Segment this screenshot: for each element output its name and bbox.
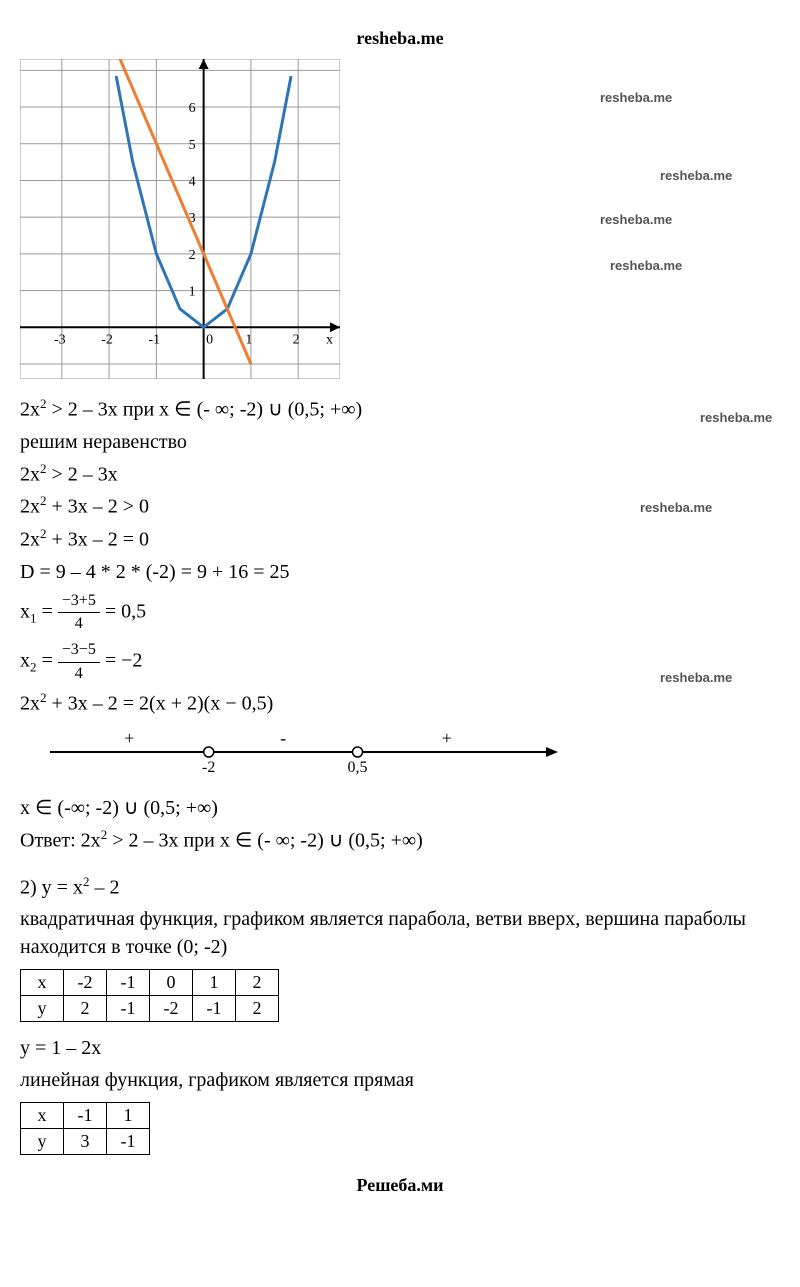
svg-text:2: 2 — [189, 248, 196, 263]
text: 2x — [20, 529, 40, 551]
text-line: линейная функция, графиком является прям… — [20, 1066, 780, 1094]
root-x1: x1 = −3+5 4 = 0,5 — [20, 590, 780, 636]
var: x — [20, 650, 30, 672]
table-cell: -1 — [193, 996, 236, 1022]
text-line: квадратичная функция, графиком является … — [20, 905, 780, 961]
table-cell: 0 — [150, 970, 193, 996]
svg-text:+: + — [442, 728, 452, 748]
text: 2) y = x — [20, 876, 83, 898]
result: = −2 — [105, 650, 143, 672]
text: 2x — [20, 496, 40, 518]
table-cell: -1 — [107, 1129, 150, 1155]
text: + 3x – 2 = 0 — [47, 529, 150, 551]
svg-text:-2: -2 — [101, 332, 113, 347]
denominator: 4 — [58, 663, 100, 685]
sign-numberline: -2 0,5 + - + — [40, 728, 760, 784]
eq: = — [37, 650, 58, 672]
function-chart: -3-2-1012123456x — [20, 59, 780, 385]
text: + 3x – 2 > 0 — [47, 496, 150, 518]
table-cell: x — [21, 1103, 64, 1129]
text: 2x — [20, 693, 40, 715]
linear-function: y = 1 – 2x — [20, 1034, 780, 1062]
svg-text:-1: -1 — [149, 332, 161, 347]
svg-text:x: x — [326, 332, 333, 347]
table-cell: 2 — [236, 970, 279, 996]
table-cell: -2 — [64, 970, 107, 996]
svg-text:2: 2 — [293, 332, 300, 347]
svg-text:+: + — [124, 728, 134, 748]
problem-2: 2) y = x2 – 2 — [20, 873, 780, 902]
table-cell: -1 — [107, 996, 150, 1022]
discriminant-line: D = 9 – 4 * 2 * (-2) = 9 + 16 = 25 — [20, 558, 780, 586]
text: – 2 — [89, 876, 119, 898]
svg-text:-: - — [280, 728, 286, 748]
svg-text:1: 1 — [189, 285, 196, 300]
table-cell: -1 — [107, 970, 150, 996]
table-cell: -2 — [150, 996, 193, 1022]
svg-text:1: 1 — [245, 332, 252, 347]
text: Ответ: 2x — [20, 830, 101, 852]
numerator: −3+5 — [58, 590, 100, 613]
denominator: 4 — [58, 613, 100, 635]
factored-line: 2x2 + 3x – 2 = 2(x + 2)(x − 0,5) — [20, 689, 780, 718]
result: = 0,5 — [105, 600, 146, 622]
page-header: resheba.me — [20, 28, 780, 49]
table-cell: y — [21, 996, 64, 1022]
table-cell: 3 — [64, 1129, 107, 1155]
values-table-2: x-11y3-1 — [20, 1102, 150, 1155]
root-x2: x2 = −3−5 4 = −2 — [20, 639, 780, 685]
values-table-1: x-2-1012y2-1-2-12 — [20, 969, 279, 1022]
fraction: −3+5 4 — [58, 590, 100, 636]
text: 2x — [20, 463, 40, 485]
table-cell: x — [21, 970, 64, 996]
svg-text:0: 0 — [206, 332, 213, 347]
text-line: решим неравенство — [20, 428, 780, 456]
table-cell: 1 — [107, 1103, 150, 1129]
table-cell: 2 — [236, 996, 279, 1022]
numerator: −3−5 — [58, 639, 100, 662]
text: > 2 – 3x при x ∈ (- ∞; -2) ∪ (0,5; +∞) — [47, 399, 363, 421]
svg-text:-3: -3 — [54, 332, 66, 347]
svg-text:6: 6 — [189, 101, 196, 116]
text: 2x — [20, 399, 40, 421]
inequality-line: 2x2 + 3x – 2 > 0 — [20, 492, 780, 521]
inequality-statement: 2x2 > 2 – 3x при x ∈ (- ∞; -2) ∪ (0,5; +… — [20, 395, 780, 424]
table-cell: y — [21, 1129, 64, 1155]
svg-text:5: 5 — [189, 138, 196, 153]
table-cell: -1 — [64, 1103, 107, 1129]
answer-line: Ответ: 2x2 > 2 – 3x при x ∈ (- ∞; -2) ∪ … — [20, 826, 780, 855]
text: + 3x – 2 = 2(x + 2)(x − 0,5) — [47, 693, 274, 715]
text: > 2 – 3x при x ∈ (- ∞; -2) ∪ (0,5; +∞) — [107, 830, 423, 852]
var: x — [20, 600, 30, 622]
interval-line: x ∈ (-∞; -2) ∪ (0,5; +∞) — [20, 794, 780, 822]
fraction: −3−5 4 — [58, 639, 100, 685]
table-cell: 1 — [193, 970, 236, 996]
equation-line: 2x2 + 3x – 2 = 0 — [20, 525, 780, 554]
eq: = — [37, 600, 58, 622]
inequality-line: 2x2 > 2 – 3x — [20, 460, 780, 489]
svg-text:4: 4 — [189, 174, 196, 189]
page-footer: Решеба.ми — [20, 1175, 780, 1196]
table-cell: 2 — [64, 996, 107, 1022]
svg-text:-2: -2 — [202, 759, 215, 776]
svg-text:0,5: 0,5 — [348, 759, 368, 776]
text: > 2 – 3x — [47, 463, 118, 485]
